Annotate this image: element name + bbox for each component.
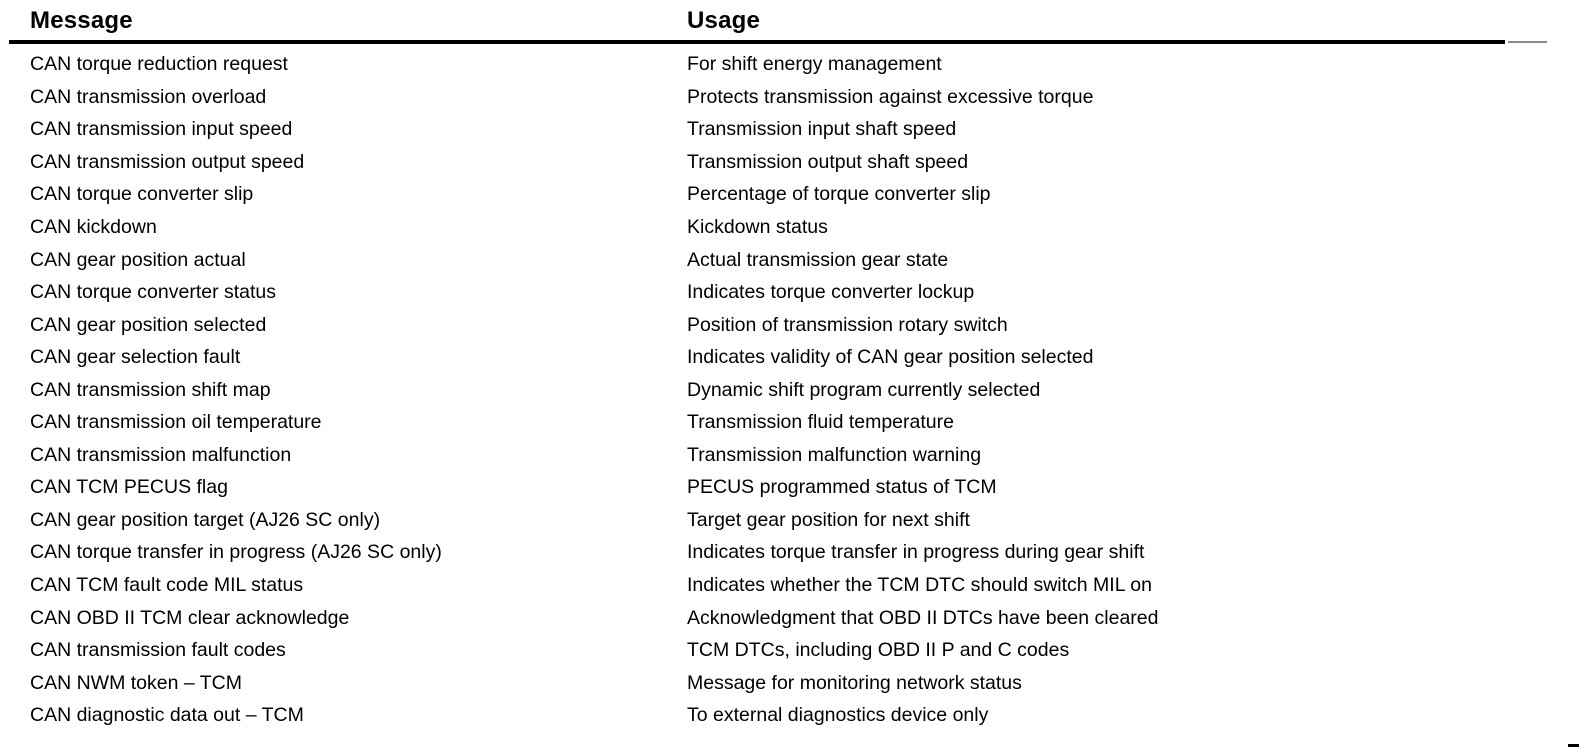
usage-cell: Protects transmission against excessive … (687, 85, 1094, 108)
message-cell: CAN torque converter status (30, 281, 277, 304)
usage-cell: Dynamic shift program currently selected (687, 378, 1041, 401)
message-cell: CAN OBD II TCM clear acknowledge (30, 606, 350, 629)
table-row: CAN transmission output speed Transmissio… (0, 146, 1584, 179)
table-header-row: Message Usage (0, 0, 1584, 35)
usage-cell: Position of transmission rotary switch (687, 313, 1008, 336)
column-header-usage: Usage (687, 7, 761, 34)
usage-cell: TCM DTCs, including OBD II P and C codes (687, 639, 1070, 662)
table-row: CAN transmission shift map Dynamic shift … (0, 373, 1584, 406)
table-row: CAN torque reduction request For shift en… (0, 48, 1584, 81)
table-row: CAN transmission malfunction Transmission… (0, 439, 1584, 472)
message-cell: CAN diagnostic data out – TCM (30, 704, 304, 727)
usage-cell: Transmission fluid temperature (687, 411, 954, 434)
usage-cell: Indicates torque transfer in progress du… (687, 541, 1145, 564)
usage-cell: Percentage of torque converter slip (687, 183, 991, 206)
message-cell: CAN gear position target (AJ26 SC only) (30, 508, 381, 531)
message-cell: CAN transmission overload (30, 85, 267, 108)
scan-artifact-dash (1568, 744, 1579, 747)
usage-cell: Target gear position for next shift (687, 508, 970, 531)
message-cell: CAN transmission shift map (30, 378, 271, 401)
message-cell: CAN transmission input speed (30, 118, 293, 141)
usage-cell: Indicates whether the TCM DTC should swi… (687, 574, 1152, 597)
message-cell: CAN torque transfer in progress (AJ26 SC… (30, 541, 442, 564)
table-row: CAN transmission oil temperature Transmis… (0, 406, 1584, 439)
message-cell: CAN gear position actual (30, 248, 246, 271)
table-row: CAN transmission input speed Transmission… (0, 113, 1584, 146)
table-row: CAN kickdown Kickdown status (0, 211, 1584, 244)
table-row: CAN transmission fault codes TCM DTCs, in… (0, 634, 1584, 667)
table-row: CAN gear position target (AJ26 SC only) T… (0, 504, 1584, 537)
column-header-message: Message (30, 7, 133, 34)
usage-cell: PECUS programmed status of TCM (687, 476, 997, 499)
table-row: CAN torque converter slip Percentage of t… (0, 178, 1584, 211)
table-row: CAN OBD II TCM clear acknowledge Acknowle… (0, 601, 1584, 634)
table-row: CAN transmission overload Protects transm… (0, 81, 1584, 114)
table-row: CAN torque transfer in progress (AJ26 SC… (0, 536, 1584, 569)
message-cell: CAN TCM PECUS flag (30, 476, 228, 499)
header-rule-tail (1508, 41, 1547, 43)
header-rule (9, 40, 1505, 44)
table-row: CAN gear position actual Actual transmiss… (0, 243, 1584, 276)
usage-cell: For shift energy management (687, 53, 942, 76)
usage-cell: Indicates validity of CAN gear position … (687, 346, 1094, 369)
message-cell: CAN transmission malfunction (30, 443, 292, 466)
message-cell: CAN transmission oil temperature (30, 411, 322, 434)
message-cell: CAN TCM fault code MIL status (30, 574, 304, 597)
usage-cell: Kickdown status (687, 216, 828, 238)
usage-cell: Transmission output shaft speed (687, 150, 969, 173)
message-cell: CAN transmission fault codes (30, 639, 286, 662)
table-row: CAN TCM PECUS flag PECUS programmed statu… (0, 471, 1584, 504)
message-cell: CAN torque reduction request (30, 53, 288, 76)
usage-cell: Indicates torque converter lockup (687, 281, 975, 304)
table-row: CAN torque converter status Indicates tor… (0, 276, 1584, 309)
message-cell: CAN gear selection fault (30, 346, 241, 369)
table-row: CAN gear position selected Position of tr… (0, 308, 1584, 341)
usage-cell: Transmission malfunction warning (687, 443, 982, 466)
table-body: CAN torque reduction request For shift en… (0, 48, 1584, 731)
message-cell: CAN kickdown (30, 216, 157, 238)
usage-cell: Transmission input shaft speed (687, 118, 957, 141)
message-cell: CAN gear position selected (30, 313, 267, 336)
usage-cell: To external diagnostics device only (687, 704, 989, 727)
message-cell: CAN NWM token – TCM (30, 671, 243, 694)
usage-cell: Actual transmission gear state (687, 248, 949, 271)
message-cell: CAN transmission output speed (30, 150, 305, 173)
table-row: CAN NWM token – TCM Message for monitorin… (0, 666, 1584, 699)
usage-cell: Message for monitoring network status (687, 671, 1022, 694)
table-row: CAN TCM fault code MIL status Indicates w… (0, 569, 1584, 602)
table-row: CAN diagnostic data out – TCM To external… (0, 699, 1584, 732)
usage-cell: Acknowledgment that OBD II DTCs have bee… (687, 606, 1159, 629)
table-row: CAN gear selection fault Indicates validi… (0, 341, 1584, 374)
message-cell: CAN torque converter slip (30, 183, 254, 206)
